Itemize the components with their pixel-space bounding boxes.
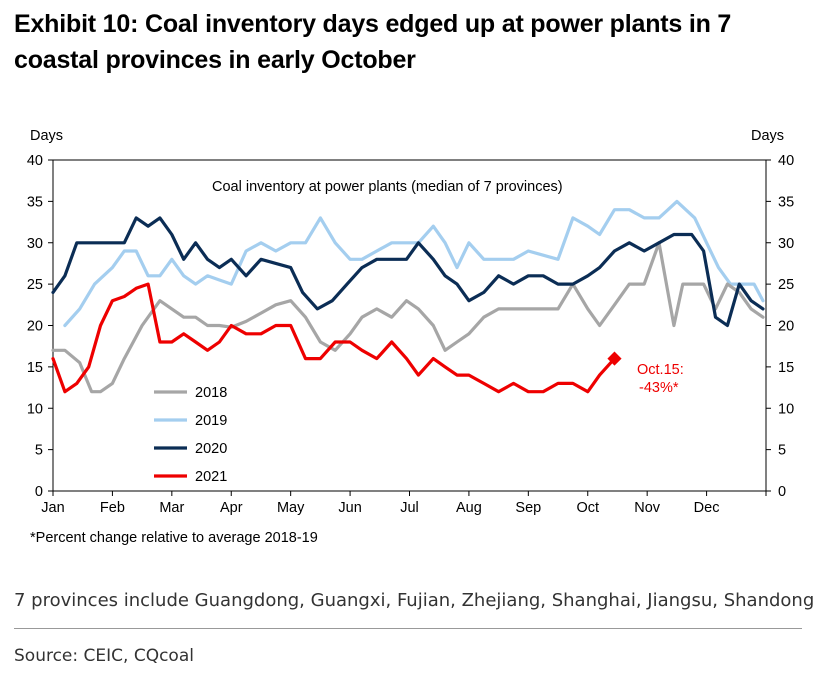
left-y-tick-label: 20 (27, 319, 43, 335)
series-line-2020 (51, 216, 765, 328)
x-tick-label: Mar (159, 500, 184, 516)
left-y-tick-label: 25 (27, 277, 43, 293)
right-y-tick-label: 0 (778, 484, 786, 500)
source-line: Source: CEIC, CQcoal (14, 646, 194, 666)
right-y-tick-labels: 0 5 10 15 20 25 30 35 40 (778, 153, 794, 500)
series-line-2018 (51, 241, 765, 394)
provinces-note: 7 provinces include Guangdong, Guangxi, … (14, 590, 815, 611)
right-y-tick-label: 35 (778, 194, 794, 210)
oct15-annotation-line1: Oct.15: (637, 362, 684, 378)
left-y-tick-label: 10 (27, 401, 43, 417)
title-line-1: Exhibit 10: Coal inventory days edged up… (14, 10, 732, 38)
right-y-tick-label: 20 (778, 319, 794, 335)
left-y-tick-label: 35 (27, 194, 43, 210)
right-y-tick-label: 15 (778, 360, 794, 376)
right-y-tick-label: 25 (778, 277, 794, 293)
left-axis-unit: Days (30, 128, 63, 144)
chart-inner-title: Coal inventory at power plants (median o… (212, 179, 563, 195)
divider-rule (14, 628, 802, 629)
x-tick-label: Oct (576, 500, 599, 516)
legend-label-2021: 2021 (195, 469, 227, 485)
x-tick-label: Jul (400, 500, 419, 516)
right-y-tick-label: 40 (778, 153, 794, 169)
x-tick-label: Feb (100, 500, 125, 516)
x-tick-label: Dec (694, 500, 720, 516)
left-y-tick-label: 15 (27, 360, 43, 376)
x-tick-label: Apr (220, 500, 243, 516)
left-y-tick-labels: 0 5 10 15 20 25 30 35 40 (27, 153, 43, 500)
left-y-tick-label: 40 (27, 153, 43, 169)
right-y-tick-label: 30 (778, 236, 794, 252)
series-line-2019 (63, 199, 765, 328)
x-tick-label: Jun (338, 500, 361, 516)
left-y-tick-label: 30 (27, 236, 43, 252)
left-y-tick-label: 0 (35, 484, 43, 500)
title-line-2: coastal provinces in early October (14, 46, 416, 74)
legend-label-2020: 2020 (195, 441, 227, 457)
right-y-tick-label: 10 (778, 401, 794, 417)
right-axis-unit: Days (751, 128, 784, 144)
chart-footnote: *Percent change relative to average 2018… (30, 530, 318, 546)
oct15-annotation-line2: -43%* (639, 380, 679, 396)
legend-label-2019: 2019 (195, 413, 227, 429)
x-tick-label: May (277, 500, 305, 516)
x-tick-labels: Jan Feb Mar Apr May Jun Jul Aug Sep Oct Nov Dec (41, 500, 719, 516)
series-line-2021 (51, 282, 617, 394)
plot-frame (52, 159, 767, 492)
right-y-tick-label: 5 (778, 443, 786, 459)
x-tick-label: Jan (41, 500, 64, 516)
axes-layer (48, 159, 771, 496)
x-tick-label: Aug (456, 500, 482, 516)
x-tick-label: Sep (515, 500, 541, 516)
legend-label-2018: 2018 (195, 385, 227, 401)
series-layer (51, 199, 765, 394)
left-y-tick-label: 5 (35, 443, 43, 459)
legend: 2018 2019 2020 2021 (154, 385, 227, 485)
exhibit-title: Exhibit 10: Coal inventory days edged up… (14, 6, 804, 78)
line-chart: Days Days 0 5 10 15 20 25 30 35 40 0 5 10 15 20 25 30 3… (27, 128, 794, 546)
x-tick-label: Nov (634, 500, 661, 516)
oct15-marker (607, 351, 622, 366)
